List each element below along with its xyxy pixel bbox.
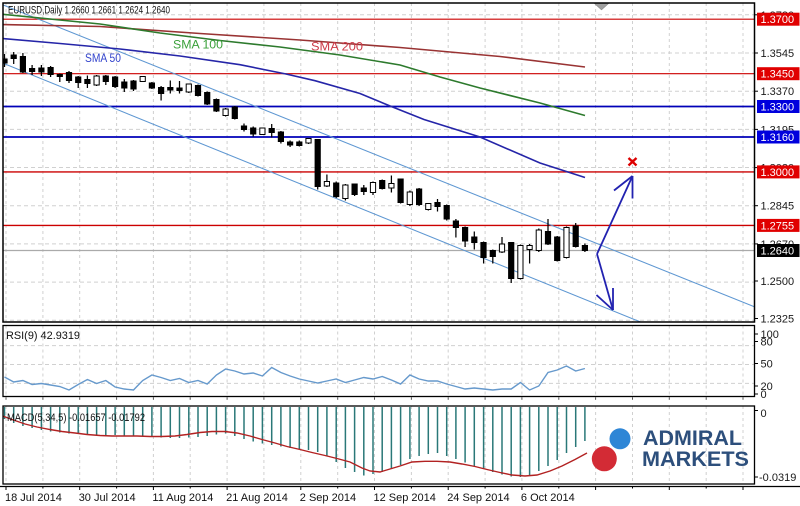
svg-text:50: 50 xyxy=(761,359,773,371)
svg-text:1.3160: 1.3160 xyxy=(761,132,795,144)
svg-text:1.3370: 1.3370 xyxy=(761,86,795,98)
svg-text:EURUSD,Daily 1.2660 1.2661 1.: EURUSD,Daily 1.2660 1.2661 1.2624 1.2640 xyxy=(8,5,170,17)
svg-text:30 Jul 2014: 30 Jul 2014 xyxy=(79,492,136,504)
svg-text:1.3700: 1.3700 xyxy=(761,14,795,26)
svg-text:ADMIRAL: ADMIRAL xyxy=(643,427,742,450)
svg-text:0: 0 xyxy=(761,389,767,401)
svg-text:0: 0 xyxy=(761,408,767,420)
svg-text:11 Aug 2014: 11 Aug 2014 xyxy=(152,492,213,504)
svg-text:18 Jul 2014: 18 Jul 2014 xyxy=(5,492,62,504)
svg-text:-0.0319: -0.0319 xyxy=(759,472,796,484)
svg-text:80: 80 xyxy=(761,337,773,349)
svg-text:100: 100 xyxy=(761,329,779,341)
svg-text:1.3000: 1.3000 xyxy=(761,167,795,179)
svg-text:2 Sep 2014: 2 Sep 2014 xyxy=(300,492,356,504)
svg-text:MACD(5,34,5) -0.01657 -0.01792: MACD(5,34,5) -0.01657 -0.01792 xyxy=(7,412,145,424)
svg-text:1.2755: 1.2755 xyxy=(761,220,795,232)
svg-text:SMA 100: SMA 100 xyxy=(173,38,223,52)
svg-text:MARKETS: MARKETS xyxy=(642,448,749,471)
svg-text:1.2845: 1.2845 xyxy=(761,201,795,213)
svg-text:21 Aug 2014: 21 Aug 2014 xyxy=(226,492,288,504)
svg-text:1.3545: 1.3545 xyxy=(761,48,795,60)
svg-text:1.3300: 1.3300 xyxy=(761,102,795,114)
svg-text:SMA 200: SMA 200 xyxy=(311,40,363,54)
svg-text:20: 20 xyxy=(761,381,773,393)
svg-text:24 Sep 2014: 24 Sep 2014 xyxy=(447,492,509,504)
svg-text:12 Sep 2014: 12 Sep 2014 xyxy=(374,492,436,504)
svg-text:1.2500: 1.2500 xyxy=(761,276,795,288)
svg-text:6 Oct 2014: 6 Oct 2014 xyxy=(521,492,575,504)
svg-text:1.2325: 1.2325 xyxy=(761,314,795,326)
svg-text:SMA 50: SMA 50 xyxy=(85,51,121,65)
svg-text:1.3450: 1.3450 xyxy=(761,69,795,81)
svg-text:1.2640: 1.2640 xyxy=(761,246,795,258)
svg-text:RSI(9) 42.9319: RSI(9) 42.9319 xyxy=(6,330,80,342)
